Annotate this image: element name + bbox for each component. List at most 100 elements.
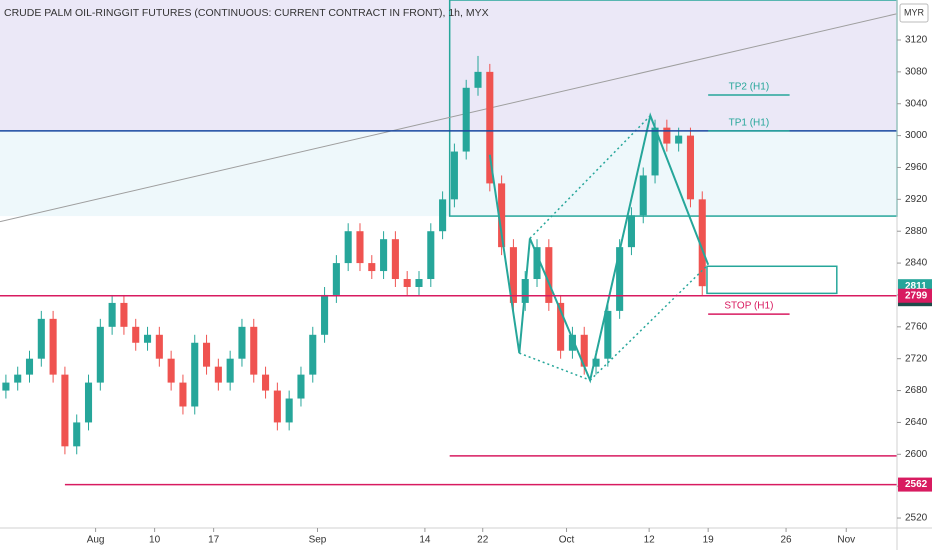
y-tick-label: 2680 [905, 385, 928, 396]
price-label-bg [898, 477, 932, 492]
zone [0, 0, 897, 131]
candle-body [391, 239, 399, 280]
target-label: TP2 (H1) [729, 82, 770, 93]
candle-body [627, 215, 635, 248]
candle-body [663, 127, 671, 144]
candle-body [439, 199, 447, 232]
box [706, 265, 838, 295]
candle-body [675, 135, 683, 144]
candle-body [356, 231, 364, 264]
x-tick-label: 14 [419, 535, 431, 546]
pattern-line [488, 112, 710, 384]
x-tick-label: Sep [309, 535, 327, 546]
candle-body [698, 199, 706, 287]
candle-body [108, 302, 116, 327]
candle-body [580, 334, 588, 367]
y-tick-label: 2640 [905, 417, 928, 428]
trend-line [0, 13, 898, 223]
candle-body [604, 310, 612, 359]
candle-body [309, 334, 317, 375]
price-label-bg [898, 288, 932, 303]
candle-body [486, 71, 494, 184]
candle-body [380, 239, 388, 272]
pattern-dotted [529, 115, 651, 239]
y-tick-label: 2920 [905, 194, 928, 205]
candle-body [250, 326, 258, 375]
candle-body [474, 71, 482, 88]
candle-body [49, 318, 57, 375]
candle-body [415, 279, 423, 287]
chart-title: CRUDE PALM OIL-RINGGIT FUTURES (CONTINUO… [4, 7, 489, 19]
candle-body [545, 247, 553, 303]
candle-body [84, 382, 93, 423]
candle-body [96, 326, 104, 383]
y-tick-label: 3000 [905, 130, 928, 141]
target-label: TP1 (H1) [729, 117, 770, 128]
x-tick-label: 10 [149, 535, 161, 546]
candle-body [344, 231, 352, 264]
candle-body [61, 374, 69, 447]
candle-body [25, 358, 34, 375]
y-tick-label: 2760 [905, 321, 928, 332]
x-tick-label: 22 [477, 535, 489, 546]
candle-body [2, 382, 10, 391]
candle-body [509, 247, 517, 303]
candle-body [203, 342, 211, 367]
currency-box [899, 3, 929, 23]
candle-body [191, 342, 199, 407]
x-tick-label: 17 [208, 535, 220, 546]
candle-body [616, 247, 624, 311]
candle-body [557, 302, 565, 351]
candle-body [450, 151, 458, 200]
x-tick-label: Aug [87, 535, 105, 546]
candle-body [132, 326, 140, 343]
candle-body [73, 422, 81, 447]
y-tick-label: 3040 [905, 98, 928, 109]
plot: TP2 (H1) TP1 (H1) STOP (H1) [0, 0, 898, 486]
price-label: 2811 [905, 281, 927, 292]
candle-body [167, 358, 175, 383]
candle-body [332, 263, 340, 295]
y-tick-label: 2600 [905, 449, 928, 460]
y-tick-label: 3080 [905, 67, 928, 78]
y-tick-label: 2520 [905, 513, 928, 524]
candle-body [568, 334, 576, 351]
candle-body [238, 326, 246, 359]
y-tick-label: 2840 [905, 258, 928, 269]
candle-body [226, 358, 234, 383]
candle-body [498, 183, 506, 248]
price-label: 2562 [905, 479, 928, 490]
x-tick-label: Nov [837, 535, 855, 546]
y-tick-label: 2720 [905, 353, 928, 364]
zone [0, 130, 897, 217]
candle-body [37, 318, 45, 359]
target-label: STOP (H1) [724, 301, 773, 312]
x-tick-label: 19 [703, 535, 715, 546]
candle-body [143, 334, 152, 343]
candle-body [155, 334, 163, 359]
y-tick-label: 2880 [905, 226, 928, 237]
candle-body [120, 302, 128, 327]
candle-body [462, 87, 470, 152]
y-tick-label: 2960 [905, 162, 928, 173]
candle-body [321, 294, 329, 335]
candle-body [427, 231, 435, 280]
x-tick-label: Oct [559, 535, 575, 546]
candle-body [592, 358, 600, 367]
candle-body [179, 382, 187, 407]
candle-body [262, 374, 270, 391]
candle-body [368, 263, 376, 272]
candle-body [297, 374, 305, 399]
zones [0, 0, 897, 217]
x-tick-label: 26 [780, 535, 792, 546]
candle-body [651, 127, 659, 176]
y-tick-label: 3120 [905, 35, 928, 46]
candle-body [639, 175, 647, 216]
x-tick-label: 12 [644, 535, 656, 546]
currency: MYR [904, 7, 925, 17]
candle-body [285, 398, 293, 423]
candle-body [14, 374, 22, 383]
candle-body [273, 390, 281, 423]
candle-body [686, 135, 694, 200]
